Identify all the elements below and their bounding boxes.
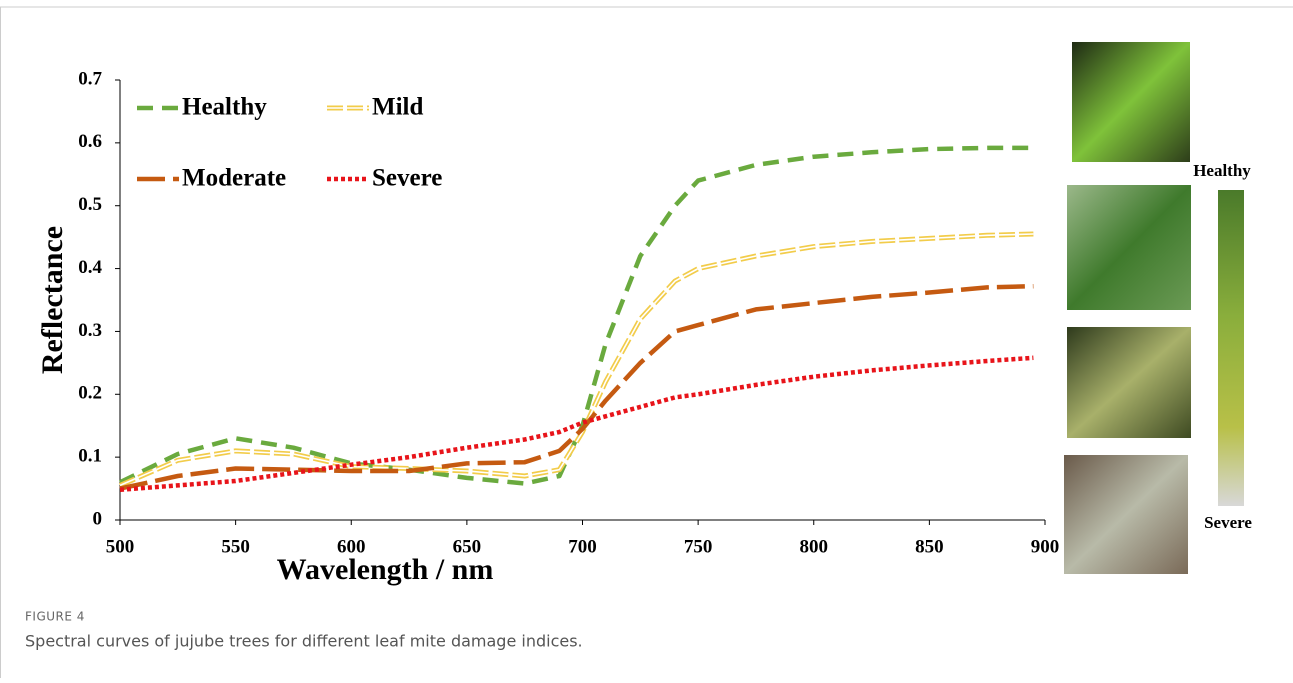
x-tick-label: 900 (1031, 536, 1060, 557)
series-line (119, 355, 1034, 493)
x-axis-label: Wavelength / nm (277, 553, 494, 586)
x-tick-label: 850 (915, 536, 944, 557)
legend-label: Severe (372, 165, 442, 192)
legend-label: Mild (372, 94, 423, 121)
series-line (119, 231, 1034, 488)
y-tick-label: 0.7 (78, 68, 102, 89)
colorbar-label: Severe (1204, 513, 1252, 532)
leaf-photo (1067, 327, 1191, 438)
leaf-photo (1072, 42, 1190, 162)
y-axis-label: Reflectance (36, 226, 69, 374)
colorbar (1218, 190, 1244, 506)
plot: 0 0.1 0.2 0.3 0.4 0.5 0.6 0.7 500 550 600 650 700 750… (78, 68, 1059, 557)
y-tick-label: 0.1 (78, 446, 102, 467)
x-tick-label: 700 (568, 536, 597, 557)
y-tick-label: 0.5 (78, 194, 102, 215)
colorbar-label: Healthy (1193, 161, 1251, 180)
x-tick-label: 600 (337, 536, 366, 557)
legend-label: Moderate (182, 165, 286, 192)
y-tick-label: 0 (93, 508, 103, 529)
series-line (119, 145, 1034, 486)
y-tick-label: 0.4 (78, 257, 102, 278)
caption-label: FIGURE 4 (25, 610, 85, 624)
x-tick-label: 800 (800, 536, 829, 557)
leaf-photo (1064, 455, 1188, 574)
x-tick-label: 750 (684, 536, 713, 557)
leaf-photo (1067, 185, 1191, 310)
y-tick-label: 0.3 (78, 320, 102, 341)
y-tick-label: 0.6 (78, 131, 102, 152)
x-tick-label: 650 (453, 536, 482, 557)
y-tick-label: 0.2 (78, 383, 102, 404)
series-line (119, 283, 1034, 491)
caption-text: Spectral curves of jujube trees for diff… (25, 632, 583, 651)
x-tick-label: 500 (106, 536, 135, 557)
legend-label: Healthy (182, 94, 267, 121)
x-tick-label: 550 (221, 536, 250, 557)
series-line-inner (119, 233, 1034, 487)
